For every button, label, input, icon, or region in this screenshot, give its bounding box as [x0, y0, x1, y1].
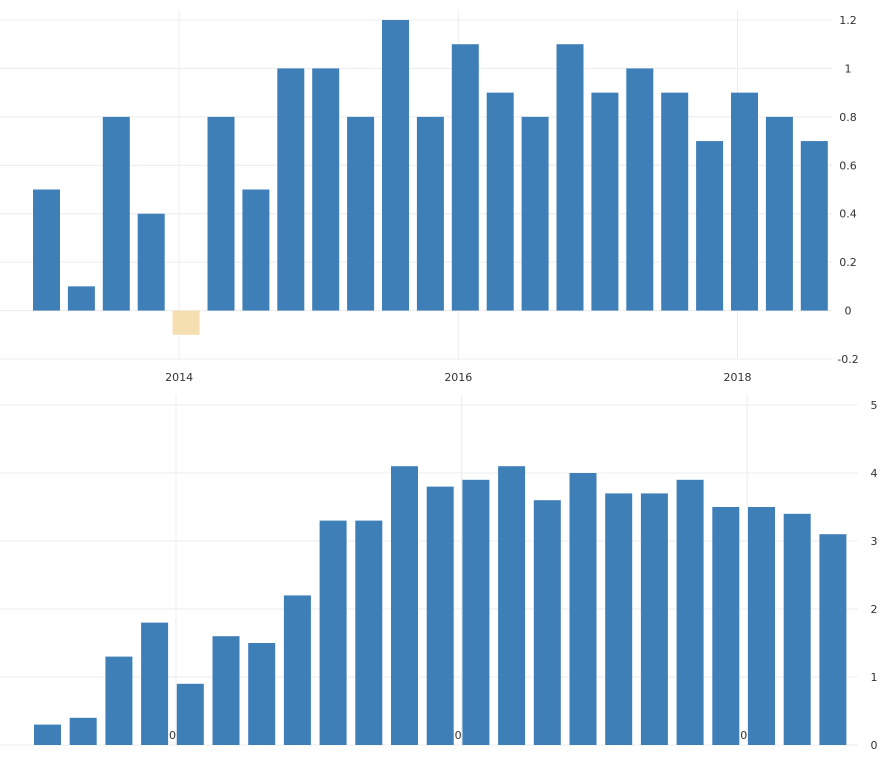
bar [819, 534, 847, 745]
y-tick-label: 0 [871, 739, 878, 752]
bar [591, 92, 619, 311]
y-tick-label: 0.2 [839, 256, 857, 269]
y-tick-label: 0 [845, 305, 852, 318]
bar [556, 44, 584, 311]
bar [141, 622, 169, 745]
bar [277, 68, 305, 311]
x-tick-label: 2016 [444, 371, 472, 384]
bar [800, 141, 828, 311]
bar [661, 92, 689, 311]
bar [533, 500, 561, 745]
y-tick-label: 4 [871, 467, 878, 480]
y-tick-label: 1 [845, 62, 852, 75]
bar [426, 486, 454, 745]
bar [569, 473, 597, 745]
bar [605, 493, 633, 745]
bar [105, 656, 133, 745]
y-tick-label: 5 [871, 399, 878, 412]
bar [34, 724, 61, 745]
bar [712, 507, 740, 745]
bar [137, 213, 165, 311]
bar [391, 466, 418, 745]
bar [783, 513, 811, 745]
y-tick-label: 0.8 [839, 111, 857, 124]
top-bar-chart: -0.2 0 0.2 0.4 0.6 0.8 1 1.2 2014 2016 2018 [0, 10, 859, 384]
bar [69, 717, 97, 745]
y-tick-label: 1 [871, 671, 878, 684]
bar [207, 116, 235, 311]
bar [283, 595, 311, 745]
bar [462, 479, 490, 745]
bar [172, 310, 200, 335]
bar [416, 116, 444, 311]
bar [102, 116, 130, 311]
y-tick-label: 0.4 [839, 208, 857, 221]
y-tick-label: 2 [871, 603, 878, 616]
bar [212, 636, 240, 745]
bar [312, 68, 340, 311]
bar [33, 189, 60, 311]
bar [640, 493, 668, 745]
bar [242, 189, 270, 311]
bar [248, 643, 276, 745]
y-tick-label: 0.6 [839, 159, 857, 172]
bar [382, 20, 409, 311]
bar [498, 466, 526, 745]
bar [355, 520, 383, 745]
x-tick-label: 2018 [724, 371, 752, 384]
bar [626, 68, 654, 311]
y-tick-label: -0.2 [837, 353, 858, 366]
bar [521, 116, 549, 311]
bar [748, 507, 775, 745]
bar [347, 116, 375, 311]
bar [451, 44, 479, 311]
bar [176, 683, 204, 745]
bar [67, 286, 95, 311]
y-tick-label: 1.2 [839, 14, 857, 27]
bar [731, 92, 758, 311]
bar [486, 92, 514, 311]
bar [319, 520, 347, 745]
x-tick-label: 2014 [165, 371, 193, 384]
bar [676, 479, 704, 745]
bar [765, 116, 793, 311]
bar [696, 141, 724, 311]
y-tick-label: 3 [871, 535, 878, 548]
